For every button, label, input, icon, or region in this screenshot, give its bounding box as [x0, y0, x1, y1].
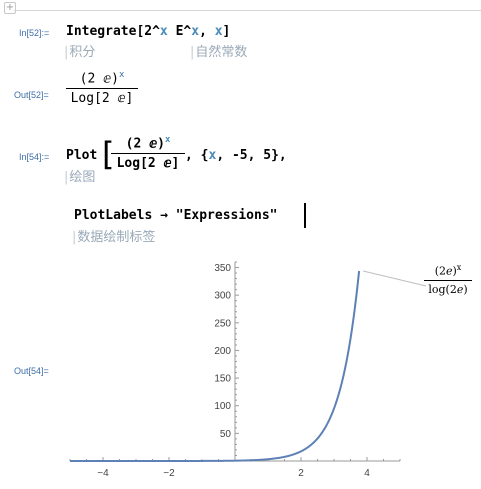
in54-label: In[54]:= [19, 152, 50, 162]
notebook-top-bar: + [0, 0, 481, 14]
x-tick-label: 4 [364, 468, 370, 479]
y-tick-label: 300 [214, 291, 231, 302]
integrate-hint: |积分 [64, 45, 96, 60]
e-constant-hint: |自然常数 [190, 45, 248, 60]
close-bracket [304, 203, 306, 228]
y-tick-label: 250 [214, 318, 231, 329]
plot-ticks: −4 −2 2 4 50 100 150 200 250 300 350 [69, 261, 401, 479]
code-variable: x [191, 24, 200, 39]
fraction-numerator: (2 ⅇ)x [66, 70, 138, 90]
open-bracket: [ [102, 135, 115, 173]
in52-label: In[52]:= [19, 28, 50, 38]
plot-option[interactable]: PlotLabels → "Expressions" [74, 208, 278, 223]
out52-fraction: (2 ⅇ)x Log[2 ⅇ] [66, 70, 138, 106]
in54-fraction[interactable]: (2 ⅇ)x Log[2 ⅇ] [111, 135, 185, 171]
fraction-denominator: Log[2 ⅇ] [116, 156, 180, 172]
curve-label-denominator: log(2ℯ) [428, 282, 468, 296]
code-variable: x [214, 24, 223, 39]
code-text: ] [222, 24, 231, 39]
out52-label: Out[52]= [14, 90, 49, 100]
code-text: , [199, 24, 215, 39]
plot-range[interactable]: , {x, -5, 5}, [185, 148, 287, 163]
y-tick-label: 100 [214, 401, 231, 412]
code-variable: x [159, 24, 168, 39]
curve-label: (2ℯ)x log(2ℯ) [424, 263, 472, 296]
fraction-denominator: Log[2 ⅇ] [70, 91, 134, 107]
plot-hint: |绘图 [64, 170, 96, 185]
x-tick-label: 2 [298, 468, 304, 479]
x-tick-label: −4 [97, 468, 109, 479]
y-tick-label: 150 [214, 374, 231, 385]
code-text: Integrate[2^ [66, 24, 160, 39]
y-tick-label: 200 [214, 346, 231, 357]
code-text: E^ [167, 24, 192, 39]
add-cell-button[interactable]: + [4, 2, 16, 14]
curve-label-numerator: (2ℯ)x [424, 263, 472, 281]
plotlabels-hint: |数据绘制标签 [72, 230, 156, 245]
label-leader-line [362, 270, 427, 287]
fraction-numerator: (2 ⅇ)x [111, 135, 185, 155]
out54-label: Out[54]= [14, 366, 49, 376]
plot-keyword[interactable]: Plot [66, 148, 98, 163]
cell-insertion-line [14, 10, 481, 11]
x-tick-label: −2 [163, 468, 175, 479]
y-tick-label: 50 [220, 429, 232, 440]
plot-curve [70, 270, 361, 462]
in52-input[interactable]: Integrate[2^x E^x, x] [66, 24, 230, 39]
y-tick-label: 350 [214, 263, 231, 274]
